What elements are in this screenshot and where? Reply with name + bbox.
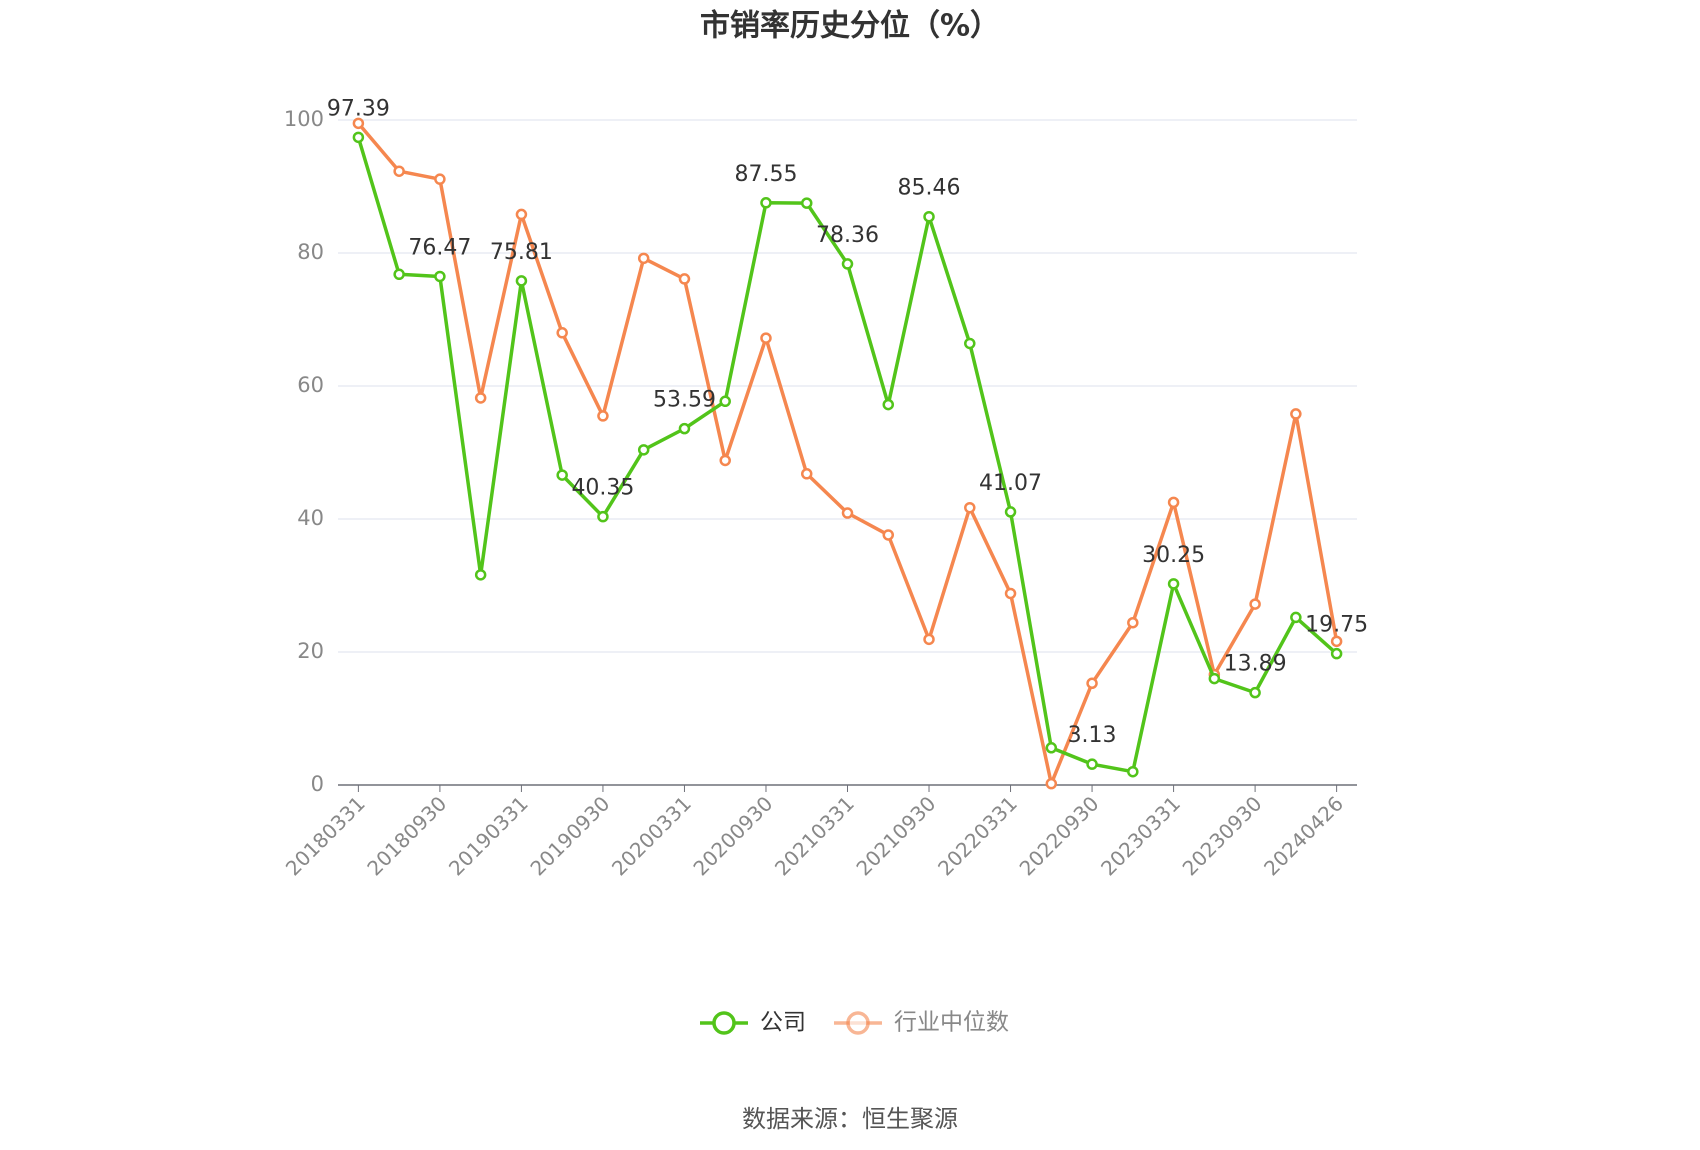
- data-point: [678, 273, 691, 285]
- x-tick-label: 20190930: [525, 791, 614, 880]
- data-label: 13.89: [1224, 652, 1287, 677]
- data-point: [434, 270, 446, 283]
- data-point: [760, 197, 772, 209]
- data-point: [841, 507, 854, 519]
- data-label: 41.07: [979, 471, 1042, 496]
- data-label: 85.46: [898, 176, 961, 201]
- y-tick-label: 0: [311, 772, 324, 796]
- data-point: [1045, 777, 1058, 790]
- data-label: 40.35: [571, 476, 634, 501]
- legend-label: 公司: [760, 1010, 806, 1036]
- data-point: [352, 131, 365, 144]
- x-tick-label: 20210930: [851, 791, 940, 880]
- data-point: [474, 569, 487, 581]
- data-point: [393, 268, 405, 281]
- data-point: [597, 510, 609, 523]
- data-point: [1249, 598, 1261, 610]
- data-point: [556, 469, 568, 481]
- x-tick-label: 20200930: [688, 791, 777, 880]
- x-tick-label: 20220930: [1015, 791, 1104, 880]
- data-point: [1086, 758, 1098, 770]
- y-tick-label: 60: [297, 373, 324, 397]
- data-point: [1127, 616, 1139, 629]
- x-tick-label: 20180331: [281, 791, 370, 880]
- data-point: [474, 392, 487, 404]
- data-point: [1004, 587, 1017, 600]
- data-point: [434, 173, 446, 185]
- x-tick-label: 20240426: [1259, 791, 1348, 880]
- source: 数据来源：恒生聚源: [742, 1105, 958, 1133]
- data-point: [515, 208, 528, 221]
- data-label: 30.25: [1142, 543, 1205, 568]
- data-point: [556, 327, 568, 339]
- data-label: 53.59: [653, 388, 716, 413]
- y-tick-label: 20: [297, 639, 324, 663]
- data-point: [352, 117, 365, 130]
- data-point: [1086, 677, 1098, 690]
- x-tick-label: 20180930: [362, 791, 451, 880]
- x-tick-label: 20230331: [1096, 791, 1185, 880]
- data-point: [923, 210, 935, 223]
- data-label: 87.55: [734, 162, 797, 187]
- data-point: [1127, 765, 1139, 778]
- legend-icon: [846, 1011, 870, 1035]
- chart-title: 市销率历史分位（%）: [700, 9, 1000, 44]
- x-tick-label: 20210331: [770, 791, 859, 880]
- data-point: [964, 337, 976, 350]
- legend-icon: [712, 1011, 736, 1035]
- y-tick-label: 80: [297, 240, 324, 264]
- data-point: [1004, 506, 1017, 518]
- data-label: 3.13: [1068, 723, 1117, 748]
- data-point: [678, 422, 691, 435]
- data-point: [1045, 742, 1058, 754]
- data-point: [882, 398, 895, 411]
- data-label: 97.39: [327, 96, 390, 121]
- data-point: [800, 468, 813, 480]
- data-label: 75.81: [490, 240, 553, 265]
- data-point: [597, 410, 609, 422]
- x-tick-label: 20190331: [444, 791, 533, 880]
- data-label: 78.36: [816, 223, 879, 248]
- legend-label: 行业中位数: [894, 1010, 1009, 1036]
- data-point: [1167, 496, 1180, 509]
- data-point: [393, 165, 405, 177]
- data-point: [1330, 635, 1343, 648]
- data-point: [760, 332, 772, 344]
- x-tick-label: 20220331: [933, 791, 1022, 880]
- data-point: [1208, 672, 1221, 685]
- x-tick-label: 20230930: [1178, 791, 1267, 880]
- data-label: 76.47: [408, 235, 471, 260]
- data-point: [637, 444, 650, 456]
- data-point: [515, 275, 528, 287]
- data-point: [841, 258, 854, 270]
- data-point: [1290, 611, 1302, 624]
- data-point: [882, 529, 895, 541]
- data-point: [1167, 578, 1180, 590]
- data-point: [964, 501, 976, 514]
- y-tick-label: 100: [284, 107, 324, 131]
- x-tick-label: 20200331: [607, 791, 696, 880]
- data-point: [637, 252, 650, 265]
- data-point: [1290, 408, 1302, 420]
- y-tick-label: 40: [297, 506, 324, 530]
- data-point: [800, 197, 813, 209]
- data-point: [923, 633, 935, 646]
- data-point: [719, 454, 731, 467]
- data-label: 19.75: [1305, 613, 1368, 638]
- data-point: [719, 395, 731, 408]
- data-point: [1249, 686, 1261, 699]
- data-point: [1330, 647, 1343, 660]
